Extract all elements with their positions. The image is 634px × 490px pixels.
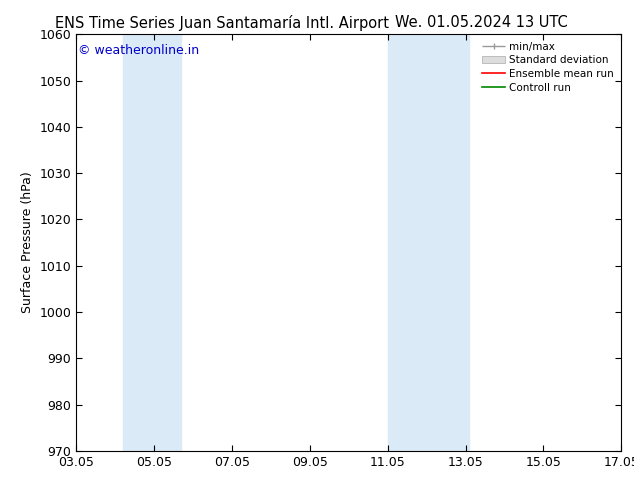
- Text: © weatheronline.in: © weatheronline.in: [78, 44, 199, 56]
- Y-axis label: Surface Pressure (hPa): Surface Pressure (hPa): [21, 172, 34, 314]
- Bar: [387, 34, 469, 451]
- Bar: [123, 34, 181, 451]
- Text: We. 01.05.2024 13 UTC: We. 01.05.2024 13 UTC: [396, 15, 568, 30]
- Legend: min/max, Standard deviation, Ensemble mean run, Controll run: min/max, Standard deviation, Ensemble me…: [480, 40, 616, 95]
- Text: ENS Time Series Juan Santamaría Intl. Airport: ENS Time Series Juan Santamaría Intl. Ai…: [55, 15, 389, 31]
